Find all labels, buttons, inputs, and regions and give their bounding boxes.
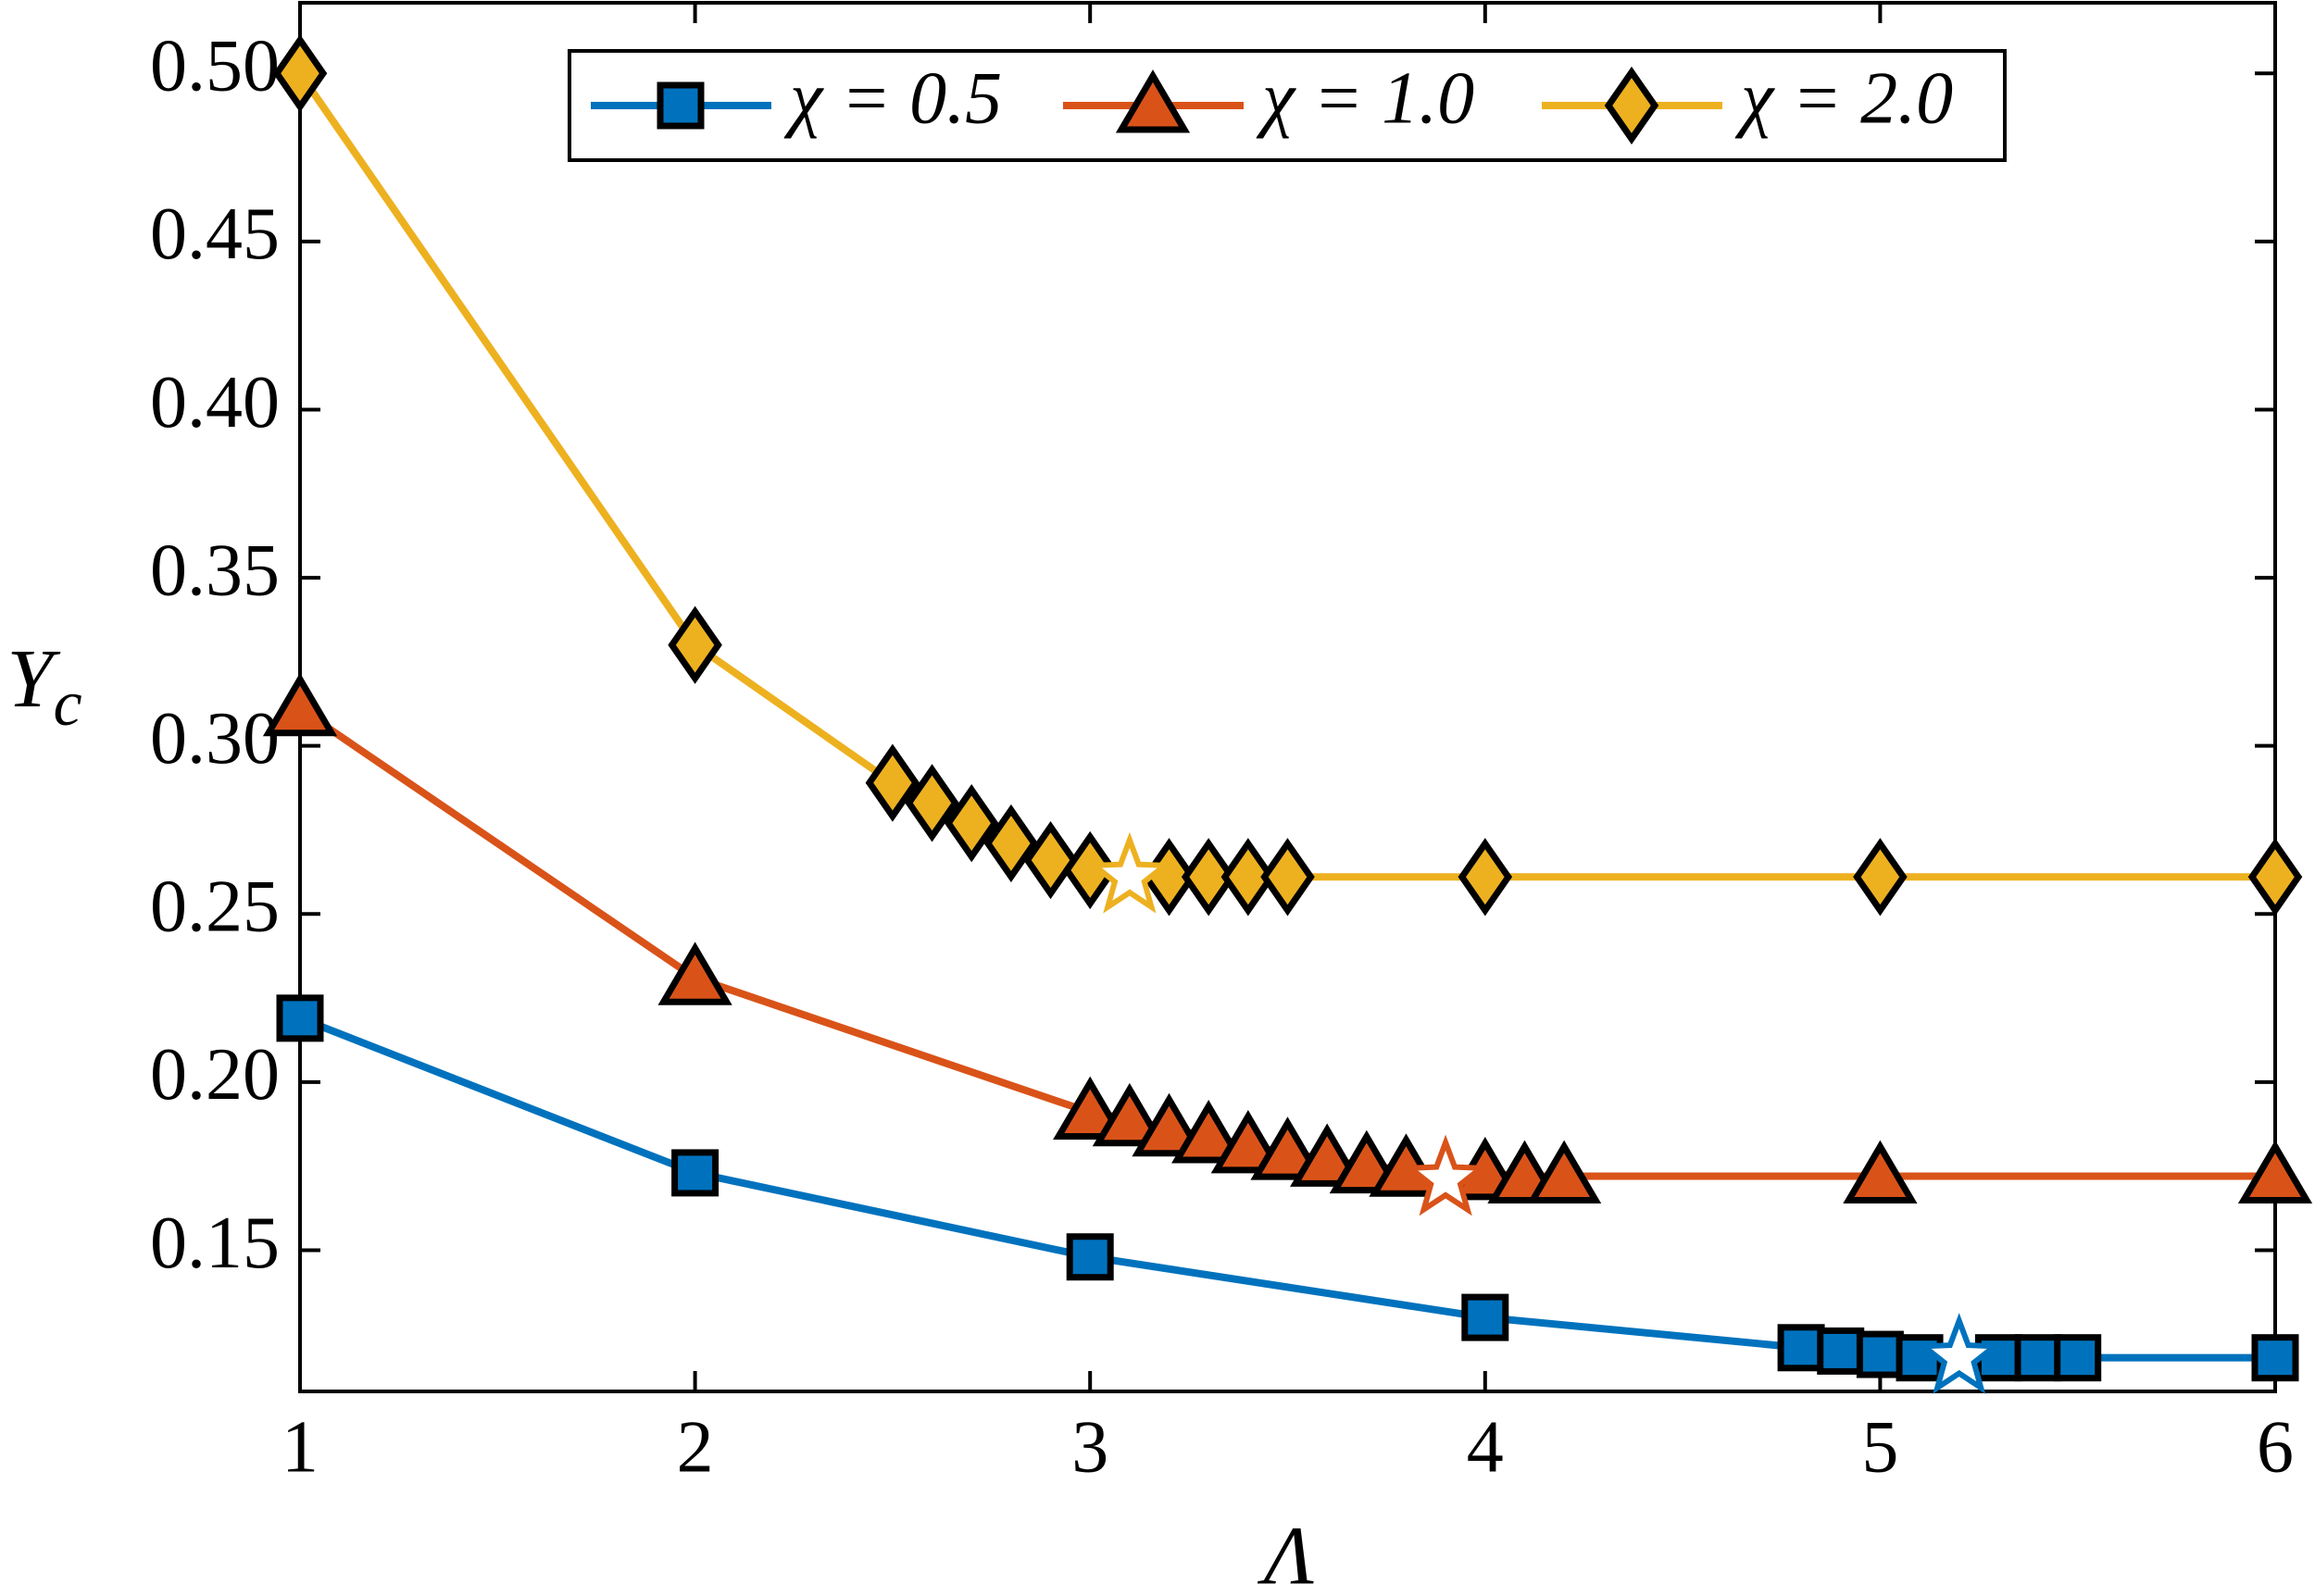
series-line [298, 1015, 2275, 1362]
marker-square [671, 1149, 720, 1197]
marker-triangle [1115, 69, 1191, 133]
marker-diamond [1062, 830, 1118, 910]
marker-square [2054, 1334, 2102, 1382]
marker-triangle [1527, 1140, 1602, 1204]
legend-label: χ = 0.5 [783, 57, 1002, 139]
marker-triangle [1053, 1076, 1128, 1141]
marker-triangle [2237, 1140, 2313, 1204]
marker-triangle [1250, 1116, 1325, 1180]
star-marker [1086, 831, 1173, 914]
y-tick-label: 0.35 [150, 530, 280, 611]
marker-triangle [262, 672, 338, 737]
marker-diamond [1220, 838, 1276, 916]
marker-triangle [657, 941, 732, 1005]
marker-square [1817, 1327, 1865, 1375]
marker-triangle [1843, 1140, 1918, 1204]
y-tick-label: 0.50 [150, 26, 280, 107]
marker-diamond [983, 804, 1039, 883]
marker-diamond [1604, 66, 1659, 145]
plot-frame [298, 1, 2277, 1393]
marker-square [1856, 1330, 1904, 1378]
marker-triangle [1171, 1100, 1246, 1164]
marker-triangle [1132, 1092, 1207, 1157]
marker-diamond [905, 764, 959, 842]
marker-diamond [668, 605, 722, 684]
x-axis-label: Λ [1258, 1511, 1314, 1596]
marker-square [1461, 1293, 1509, 1341]
marker-diamond [272, 34, 328, 113]
marker-diamond [1853, 838, 1908, 916]
marker-diamond [1260, 838, 1315, 916]
y-tick-label: 0.30 [150, 698, 280, 779]
marker-square [2251, 1334, 2299, 1382]
marker-diamond [1458, 838, 1513, 916]
y-axis-label: Yc [6, 633, 81, 740]
marker-square [276, 994, 324, 1042]
x-tick-label: 1 [282, 1406, 319, 1488]
series-line [296, 70, 2275, 881]
series-line [297, 705, 2275, 1180]
marker-diamond [944, 784, 999, 863]
marker-diamond [2247, 838, 2303, 916]
y-axis-label-main: Y [6, 633, 61, 725]
marker-triangle [1092, 1082, 1167, 1147]
star-marker [1402, 1134, 1489, 1216]
marker-triangle [1210, 1109, 1285, 1174]
legend: χ = 0.5 χ = 1.0 χ = 2.0 [568, 49, 2007, 162]
marker-diamond [1181, 838, 1236, 916]
marker-triangle [1290, 1123, 1365, 1187]
star-marker [1916, 1313, 2002, 1394]
y-tick-label: 0.40 [150, 362, 280, 443]
x-tick-label: 2 [677, 1406, 714, 1488]
y-tick-label: 0.15 [150, 1203, 280, 1284]
x-tick-label: 3 [1071, 1406, 1108, 1488]
marker-square [1777, 1324, 1825, 1372]
y-tick-label: 0.25 [150, 867, 280, 948]
x-tick-label: 5 [1861, 1406, 1898, 1488]
marker-diamond [1023, 821, 1078, 900]
marker-diamond [865, 743, 920, 822]
x-tick-label: 4 [1467, 1406, 1504, 1488]
marker-square [657, 81, 705, 130]
legend-label: χ = 2.0 [1734, 57, 1953, 139]
y-tick-label: 0.20 [150, 1034, 280, 1116]
marker-square [2014, 1334, 2062, 1382]
x-tick-label: 6 [2257, 1406, 2294, 1488]
marker-square [1066, 1233, 1114, 1281]
legend-label: χ = 1.0 [1256, 57, 1474, 139]
y-tick-label: 0.45 [150, 193, 280, 275]
y-axis-label-sub: c [53, 668, 81, 740]
legend-box [568, 49, 2007, 162]
